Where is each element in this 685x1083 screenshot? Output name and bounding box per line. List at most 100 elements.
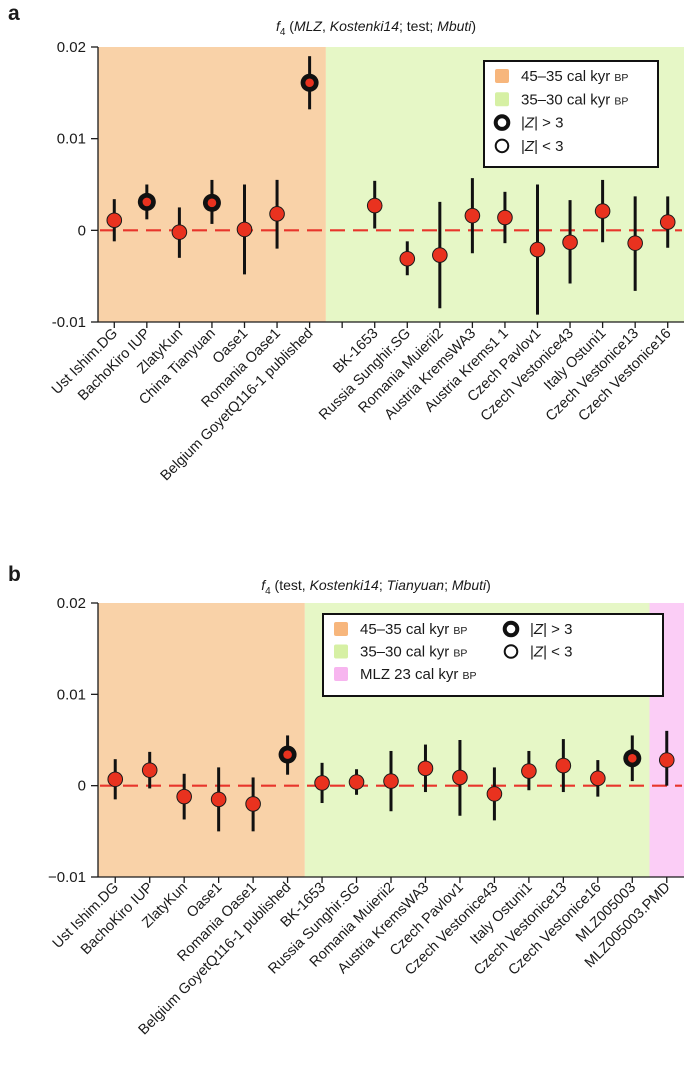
legend-ring-thick-b	[502, 620, 520, 638]
point-b-10	[452, 769, 468, 786]
title-part-a: MLZ	[294, 18, 322, 34]
point-a-6	[305, 78, 314, 88]
legend-z-a-3: Z	[524, 138, 535, 155]
legend-label-a-0: 45–35 cal kyr BP	[521, 68, 628, 85]
legend-label-a-1: 35–30 cal kyr BP	[521, 91, 628, 108]
y-tick-label-a-1: 0	[78, 222, 86, 239]
legend-z-b-3: Z	[533, 621, 544, 638]
point-a-0	[106, 212, 123, 229]
title-part-a: )	[471, 18, 476, 34]
title-f-a: f	[276, 18, 282, 34]
title-sub-b: 4	[265, 586, 271, 597]
title-part-a: (	[289, 18, 294, 34]
chart-title-a: f4 (MLZ, Kostenki14; test; Mbuti)	[276, 18, 476, 38]
point-a-5	[269, 206, 285, 222]
title-part-b: Kostenki14	[310, 577, 379, 593]
point-b-9	[417, 760, 434, 777]
y-tick-label-a-0: -0.01	[52, 314, 86, 331]
point-b-12	[521, 763, 537, 779]
legend-unit-a-1: BP	[614, 95, 628, 107]
title-part-a: ;	[399, 18, 407, 34]
legend-ring-thick-a	[493, 114, 511, 131]
title-part-b: ,	[302, 577, 310, 593]
legend-ring-thin-b	[503, 644, 519, 659]
title-part-b: Mbuti	[452, 577, 487, 593]
title-part-b: ;	[379, 577, 387, 593]
title-part-b: )	[486, 577, 491, 593]
title-part-b: ;	[444, 577, 452, 593]
title-part-b: Tianyuan	[387, 577, 445, 593]
point-a-1	[142, 197, 152, 207]
point-a-4	[236, 221, 253, 238]
point-a-13	[562, 234, 578, 251]
legend-swatch-b-0	[334, 622, 348, 636]
legend-box-b	[322, 613, 664, 697]
legend-text-b-0: 45–35 cal kyr	[360, 621, 453, 638]
legend-unit-b-1: BP	[453, 648, 467, 660]
title-part-a: Kostenki14	[330, 18, 399, 34]
point-b-2	[176, 788, 192, 805]
legend-rest-a-3: | < 3	[534, 138, 563, 155]
point-b-0	[107, 771, 124, 788]
point-b-14	[590, 770, 606, 787]
y-tick-label-a-2: 0.01	[57, 131, 86, 148]
legend-unit-b-2: BP	[463, 670, 477, 682]
point-a-15	[627, 235, 643, 251]
legend-unit-a-0: BP	[614, 72, 628, 84]
legend-label-a-2: |Z| > 3	[521, 115, 563, 132]
point-b-7	[348, 774, 365, 790]
point-b-1	[141, 762, 158, 778]
legend-bar-a-3: |	[521, 138, 525, 155]
title-part-a: ,	[322, 18, 330, 34]
title-part-b: (	[275, 577, 280, 593]
point-b-13	[555, 757, 572, 774]
point-a-8	[399, 250, 416, 267]
chart-panel-b: f4 (test, Kostenki14; Tianyuan; Mbuti) −0…	[48, 577, 684, 1038]
legend-label-b-4: |Z| < 3	[530, 644, 572, 661]
legend-z-b-4: Z	[533, 644, 544, 661]
legend-rest-b-3: | > 3	[543, 621, 572, 638]
legend-label-b-1: 35–30 cal kyr BP	[360, 644, 467, 661]
title-part-a: test	[407, 18, 430, 34]
legend-text-b-2: MLZ 23 cal kyr	[360, 666, 463, 683]
point-b-5	[283, 750, 292, 759]
y-tick-label-a-3: 0.02	[57, 39, 86, 56]
y-tick-label-b-1: 0	[78, 778, 86, 795]
point-b-3	[210, 791, 227, 808]
title-f-b: f	[261, 577, 267, 593]
point-b-8	[383, 773, 399, 789]
panel-a-label: a	[8, 2, 20, 25]
legend-rest-a-2: | > 3	[534, 115, 563, 132]
chart-title-b: f4 (test, Kostenki14; Tianyuan; Mbuti)	[261, 577, 491, 597]
legend-bar-b-4: |	[530, 644, 534, 661]
legend-swatch-b-2	[334, 667, 348, 681]
legend-ring-thin-a	[494, 138, 510, 154]
legend-bar-a-2: |	[521, 115, 525, 132]
point-a-16	[659, 214, 676, 230]
legend-label-b-3: |Z| > 3	[530, 621, 572, 638]
title-part-b: test	[279, 577, 302, 593]
legend-unit-b-0: BP	[453, 625, 467, 637]
title-sub-a: 4	[280, 27, 286, 38]
legend-z-a-2: Z	[524, 115, 535, 132]
legend-label-b-2: MLZ 23 cal kyr BP	[360, 666, 477, 683]
point-a-11	[497, 209, 513, 226]
legend-label-b-0: 45–35 cal kyr BP	[360, 621, 467, 638]
legend-swatch-a-0	[495, 69, 509, 83]
point-b-15	[627, 753, 637, 763]
legend-bar-b-3: |	[530, 621, 534, 638]
point-b-16	[658, 752, 675, 768]
point-a-7	[366, 197, 383, 214]
y-tick-label-b-0: −0.01	[48, 869, 86, 886]
point-a-2	[171, 224, 188, 240]
legend-text-a-1: 35–30 cal kyr	[521, 91, 614, 108]
legend-rest-b-4: | < 3	[543, 644, 572, 661]
y-tick-label-b-3: 0.02	[57, 595, 86, 612]
point-a-3	[207, 198, 217, 208]
panel-b-label: b	[8, 563, 21, 586]
point-b-4	[245, 796, 261, 812]
region-b-0	[98, 603, 305, 877]
title-part-a: Mbuti	[437, 18, 472, 34]
legend-text-a-0: 45–35 cal kyr	[521, 68, 614, 85]
point-a-14	[594, 203, 611, 219]
